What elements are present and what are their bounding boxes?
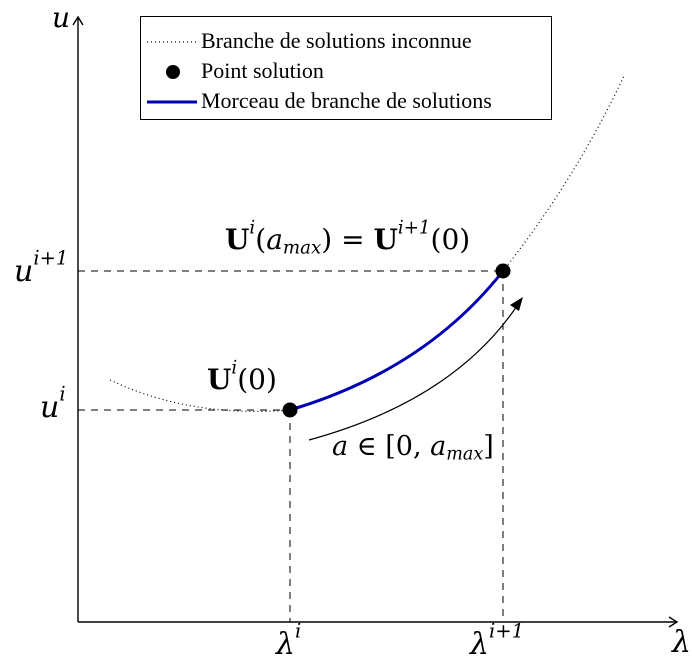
legend-point-icon bbox=[166, 65, 180, 79]
x-axis-arrowhead bbox=[668, 616, 679, 628]
parameter-range-label: a ∈ [0, amax] bbox=[332, 431, 494, 465]
end-point-label: Ui(amax) = Ui+1(0) bbox=[225, 217, 471, 259]
unknown-branch-right bbox=[502, 75, 625, 272]
parameter-arrow bbox=[308, 302, 520, 441]
tick-lambda-i1: λi+1 bbox=[470, 619, 524, 662]
legend-item-unknown-branch: Branche de solutions inconnue bbox=[141, 25, 551, 55]
branch-piece bbox=[289, 270, 505, 412]
legend-label-solution-point: Point solution bbox=[201, 58, 324, 83]
y-axis-arrowhead bbox=[72, 15, 84, 26]
legend-item-branch-piece: Morceau de branche de solutions bbox=[141, 85, 551, 115]
legend-blue-line-icon bbox=[147, 100, 197, 104]
tick-lambda-i: λi bbox=[276, 619, 302, 662]
legend: Branche de solutions inconnue Point solu… bbox=[140, 16, 552, 120]
y-axis-label: u bbox=[52, 1, 71, 34]
solution-point-start bbox=[282, 402, 298, 418]
tick-u-i1: ui+1 bbox=[14, 246, 69, 289]
x-axis-label: λ bbox=[672, 625, 692, 660]
legend-item-solution-point: Point solution bbox=[141, 55, 551, 85]
parameter-arrowhead bbox=[510, 297, 523, 311]
solution-point-end bbox=[495, 263, 511, 279]
start-point-label: Ui(0) bbox=[207, 357, 277, 396]
tick-u-i: ui bbox=[40, 382, 66, 425]
legend-dotted-line-icon bbox=[147, 41, 197, 43]
legend-label-unknown-branch: Branche de solutions inconnue bbox=[201, 28, 472, 53]
legend-label-branch-piece: Morceau de branche de solutions bbox=[201, 88, 492, 113]
